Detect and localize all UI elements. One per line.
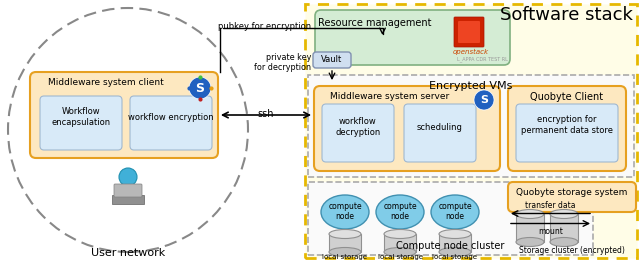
FancyBboxPatch shape bbox=[322, 104, 394, 162]
Ellipse shape bbox=[321, 195, 369, 229]
FancyBboxPatch shape bbox=[454, 17, 484, 47]
FancyBboxPatch shape bbox=[508, 86, 626, 171]
Text: Middleware system client: Middleware system client bbox=[48, 78, 164, 87]
FancyBboxPatch shape bbox=[404, 104, 476, 162]
FancyBboxPatch shape bbox=[508, 182, 636, 212]
FancyBboxPatch shape bbox=[516, 104, 618, 162]
FancyBboxPatch shape bbox=[315, 10, 510, 65]
Text: pubkey for encryption: pubkey for encryption bbox=[218, 22, 312, 31]
FancyBboxPatch shape bbox=[30, 72, 218, 158]
Text: transfer data: transfer data bbox=[525, 202, 576, 211]
Text: local storage: local storage bbox=[433, 254, 477, 260]
Circle shape bbox=[119, 168, 137, 186]
FancyBboxPatch shape bbox=[40, 96, 122, 150]
Text: compute
node: compute node bbox=[438, 202, 472, 222]
Bar bbox=[305, 4, 637, 258]
FancyBboxPatch shape bbox=[313, 52, 351, 68]
Ellipse shape bbox=[516, 210, 544, 218]
Text: local storage: local storage bbox=[323, 254, 367, 260]
Text: workflow encryption: workflow encryption bbox=[128, 113, 214, 121]
Text: Quobyte storage system: Quobyte storage system bbox=[516, 188, 628, 197]
Text: workflow
decryption: workflow decryption bbox=[335, 117, 381, 137]
Ellipse shape bbox=[384, 248, 416, 257]
Text: Quobyte Client: Quobyte Client bbox=[531, 92, 604, 102]
Ellipse shape bbox=[439, 248, 471, 257]
Ellipse shape bbox=[119, 187, 137, 201]
Ellipse shape bbox=[384, 230, 416, 238]
Ellipse shape bbox=[439, 230, 471, 238]
Ellipse shape bbox=[329, 248, 361, 257]
Text: Workflow
encapsulation: Workflow encapsulation bbox=[51, 107, 111, 127]
Text: Vault: Vault bbox=[321, 55, 342, 64]
FancyBboxPatch shape bbox=[314, 86, 500, 171]
Ellipse shape bbox=[8, 8, 248, 252]
Bar bbox=[308, 182, 593, 255]
Bar bbox=[308, 75, 634, 177]
Text: compute
node: compute node bbox=[383, 202, 417, 222]
Bar bbox=[384, 234, 416, 252]
Ellipse shape bbox=[376, 195, 424, 229]
Text: Resource management: Resource management bbox=[318, 18, 432, 28]
Text: Software stack: Software stack bbox=[500, 6, 633, 24]
Bar bbox=[112, 195, 144, 204]
Text: local storage: local storage bbox=[378, 254, 422, 260]
Text: encryption for
permanent data store: encryption for permanent data store bbox=[521, 115, 613, 135]
Text: Middleware system server: Middleware system server bbox=[330, 92, 450, 101]
Bar bbox=[550, 214, 578, 242]
Ellipse shape bbox=[329, 230, 361, 238]
Ellipse shape bbox=[550, 237, 578, 246]
Text: mount: mount bbox=[538, 226, 563, 236]
Text: User network: User network bbox=[91, 248, 165, 258]
Circle shape bbox=[474, 90, 494, 110]
Text: openstack: openstack bbox=[453, 49, 489, 55]
Text: L_APPA CDR TEST RL: L_APPA CDR TEST RL bbox=[457, 56, 508, 62]
Text: Compute node cluster: Compute node cluster bbox=[396, 241, 505, 251]
Text: Storage cluster (encrypted): Storage cluster (encrypted) bbox=[519, 246, 625, 255]
Bar bbox=[439, 234, 471, 252]
Bar bbox=[516, 214, 544, 242]
Ellipse shape bbox=[550, 210, 578, 218]
Text: S: S bbox=[480, 95, 488, 105]
Bar bbox=[329, 234, 361, 252]
Text: Encrypted VMs: Encrypted VMs bbox=[429, 81, 513, 91]
Text: S: S bbox=[195, 81, 205, 94]
Text: private key
for decryption: private key for decryption bbox=[254, 53, 311, 72]
Ellipse shape bbox=[431, 195, 479, 229]
Text: scheduling: scheduling bbox=[417, 122, 463, 132]
Ellipse shape bbox=[516, 237, 544, 246]
Text: compute
node: compute node bbox=[328, 202, 362, 222]
Circle shape bbox=[189, 77, 211, 99]
FancyBboxPatch shape bbox=[130, 96, 212, 150]
FancyBboxPatch shape bbox=[114, 184, 142, 197]
FancyBboxPatch shape bbox=[458, 21, 480, 43]
Text: ssh: ssh bbox=[258, 109, 275, 119]
